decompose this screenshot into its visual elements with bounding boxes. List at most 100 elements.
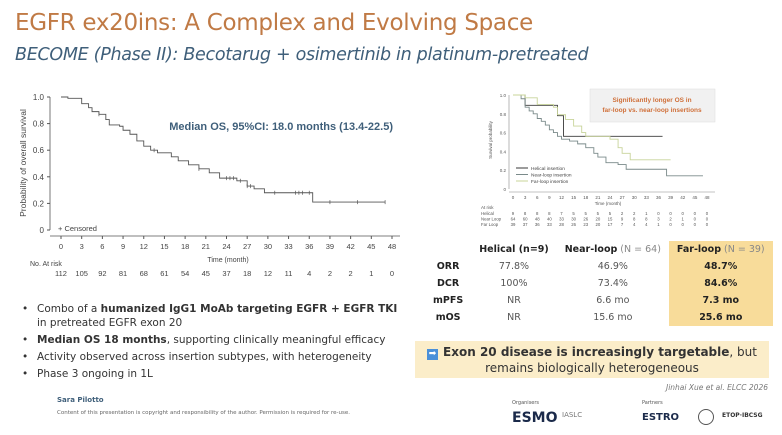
survival-curve-1: [513, 94, 703, 177]
x-tick-label: 18: [181, 242, 189, 251]
table-row: ORR 77.8% 46.9% 48.7%: [425, 258, 773, 275]
at-risk-value: 81: [119, 269, 127, 278]
table-cell: NR: [507, 312, 521, 323]
annotation-text: Significantly longer OS in far-loop vs. n…: [602, 97, 702, 114]
partners-label: Partners: [642, 400, 663, 406]
bullet-item: Phase 3 ongoing in 1L: [20, 367, 400, 381]
at-risk-value: 112: [55, 269, 67, 278]
at-risk-value: 64: [511, 217, 516, 222]
at-risk-value: 26: [583, 217, 588, 222]
at-risk-value: 4: [645, 222, 648, 227]
at-risk-value: 0: [694, 222, 697, 227]
at-risk-value: 5: [609, 211, 612, 216]
at-risk-value: 1: [682, 217, 685, 222]
at-risk-value: 1: [657, 222, 660, 227]
y-tick-label: 0.4: [33, 173, 45, 182]
table-cell: 84.6%: [668, 275, 773, 292]
survival-curve-2: [513, 94, 671, 161]
y-tick-label: 0.6: [33, 146, 45, 155]
at-risk-value: 33: [547, 222, 552, 227]
iaslc-logo: IASLC: [562, 411, 583, 419]
overall-survival-km-chart: 00.20.40.60.81.0011231056929811268156118…: [18, 93, 400, 278]
table-cell: 7.3 mo: [668, 292, 773, 309]
at-risk-value: 5: [597, 211, 600, 216]
x-tick-label: 12: [140, 242, 148, 251]
bullet-item: Activity observed across insertion subty…: [20, 350, 400, 364]
table-cell: 100%: [500, 278, 528, 289]
subtype-km-chart: 00.20.40.60.81.0096439386037684836984033…: [481, 88, 716, 227]
y-tick-label: 0: [503, 187, 506, 192]
at-risk-value: 30: [571, 217, 576, 222]
y-axis-label: Survival probability: [488, 120, 493, 159]
table-cell: 77.8%: [498, 261, 530, 272]
table-cell: 25.6 mo: [668, 309, 773, 326]
x-tick-label: 18: [583, 195, 589, 200]
at-risk-label: No. At risk: [30, 261, 62, 268]
y-tick-label: 0.2: [33, 199, 45, 208]
citation: Jinhai Xue et al. ELCC 2026: [665, 383, 768, 392]
at-risk-value: 105: [75, 269, 88, 278]
at-risk-value: 37: [523, 222, 528, 227]
x-tick-label: 0: [512, 195, 515, 200]
x-tick-label: 24: [222, 242, 230, 251]
at-risk-value: 4: [633, 222, 636, 227]
table-cell: 6.6 mo: [596, 295, 630, 306]
y-tick-label: 0.6: [500, 131, 507, 136]
y-tick-label: 0.8: [33, 120, 45, 129]
at-risk-value: 54: [181, 269, 189, 278]
table-cell: 15.6 mo: [593, 312, 633, 323]
at-risk-value: 2: [633, 211, 636, 216]
at-risk-value: 17: [608, 222, 613, 227]
y-tick-label: 1.0: [500, 93, 507, 98]
x-tick-label: 42: [346, 242, 354, 251]
at-risk-value: 0: [694, 211, 697, 216]
y-tick-label: 0.8: [500, 112, 507, 117]
at-risk-value: 9: [512, 211, 515, 216]
at-risk-label: At risk: [481, 205, 494, 210]
partner-emblem-icon: [698, 409, 714, 425]
at-risk-value: 0: [669, 222, 672, 227]
at-risk-value: 28: [559, 222, 564, 227]
at-risk-value: 8: [645, 217, 648, 222]
x-tick-label: 24: [607, 195, 613, 200]
x-tick-label: 36: [656, 195, 662, 200]
at-risk-value: 92: [98, 269, 106, 278]
x-tick-label: 6: [536, 195, 539, 200]
at-risk-value: 0: [682, 222, 685, 227]
at-risk-value: 0: [706, 222, 709, 227]
at-risk-value: 20: [595, 222, 600, 227]
at-risk-row-label: Far Loop: [481, 222, 499, 227]
x-tick-label: 3: [80, 242, 84, 251]
table-row: DCR 100% 73.4% 84.6%: [425, 275, 773, 292]
x-tick-label: 15: [160, 242, 168, 251]
table-cell: NR: [507, 295, 521, 306]
at-risk-value: 68: [140, 269, 148, 278]
x-tick-label: 27: [243, 242, 251, 251]
x-tick-label: 27: [620, 195, 626, 200]
col-helical: Helical (n=9): [479, 244, 549, 255]
at-risk-value: 36: [535, 222, 540, 227]
at-risk-value: 0: [682, 211, 685, 216]
x-tick-label: 21: [595, 195, 601, 200]
at-risk-value: 8: [548, 211, 551, 216]
at-risk-value: 48: [535, 217, 540, 222]
col-near-loop: Near-loop (N = 64): [564, 244, 661, 255]
y-tick-label: 1.0: [33, 93, 45, 102]
esmo-logo: ESMO: [512, 410, 558, 426]
at-risk-value: 11: [285, 269, 293, 278]
at-risk-value: 20: [595, 217, 600, 222]
x-tick-label: 48: [704, 195, 710, 200]
at-risk-value: 2: [349, 269, 353, 278]
efficacy-table: Helical (n=9) Near-loop (N = 64) Far-loo…: [425, 241, 773, 326]
y-axis-label: Probability of overall survival: [18, 109, 28, 217]
at-risk-value: 26: [571, 222, 576, 227]
x-tick-label: 30: [632, 195, 638, 200]
at-risk-value: 39: [511, 222, 516, 227]
x-tick-label: 9: [548, 195, 551, 200]
at-risk-value: 8: [536, 211, 539, 216]
at-risk-value: 33: [559, 217, 564, 222]
annotation-box: [589, 88, 716, 123]
survival-curve: [61, 96, 386, 203]
x-tick-label: 45: [692, 195, 698, 200]
at-risk-value: 37: [222, 269, 230, 278]
